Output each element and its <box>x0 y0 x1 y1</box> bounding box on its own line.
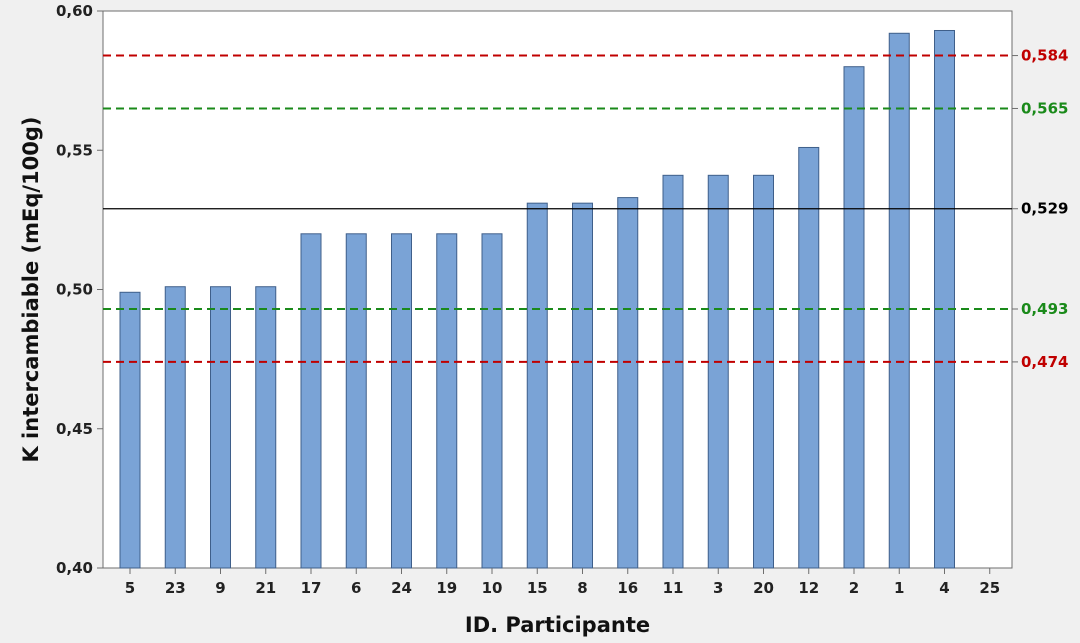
x-tick-label-23: 23 <box>165 579 186 597</box>
bar-3 <box>707 174 729 569</box>
bar-19 <box>436 233 458 569</box>
y-tick-label-0,50: 0,50 <box>56 281 93 299</box>
x-tick-label-10: 10 <box>482 579 503 597</box>
plot-area <box>102 10 1013 569</box>
bar-16 <box>617 197 639 569</box>
x-tick-label-5: 5 <box>125 579 135 597</box>
y-axis-title: K intercambiable (mEq/100g) <box>19 116 43 462</box>
bar-4 <box>934 29 955 569</box>
reference-label-0,474: 0,474 <box>1021 353 1068 371</box>
x-tick-label-25: 25 <box>979 579 1000 597</box>
reference-label-0,584: 0,584 <box>1021 47 1068 65</box>
bar-12 <box>798 146 820 569</box>
x-tick-label-17: 17 <box>301 579 322 597</box>
x-tick-label-15: 15 <box>527 579 548 597</box>
y-tick-label-0,40: 0,40 <box>56 559 93 577</box>
reference-label-0,493: 0,493 <box>1021 300 1068 318</box>
bar-8 <box>572 202 593 569</box>
bar-20 <box>753 174 774 569</box>
bar-6 <box>345 233 367 569</box>
reference-label-0,565: 0,565 <box>1021 99 1068 117</box>
y-tick-label-0,45: 0,45 <box>56 420 93 438</box>
x-tick-label-2: 2 <box>849 579 859 597</box>
bar-23 <box>164 286 186 569</box>
bar-10 <box>481 233 503 569</box>
x-tick-label-19: 19 <box>436 579 457 597</box>
x-tick-label-9: 9 <box>215 579 225 597</box>
bars-group <box>119 29 955 569</box>
bar-17 <box>300 233 322 569</box>
bar-24 <box>391 233 412 569</box>
x-axis: 5 23 9 21 17 6 24 19 10 15 8 16 11 3 20 12 2 1 4 25 <box>125 568 1000 597</box>
x-tick-label-20: 20 <box>753 579 774 597</box>
x-tick-label-24: 24 <box>391 579 412 597</box>
bar-15 <box>526 202 548 569</box>
reference-label-0,529: 0,529 <box>1021 200 1068 218</box>
x-tick-label-21: 21 <box>255 579 276 597</box>
x-tick-label-12: 12 <box>798 579 819 597</box>
x-tick-label-16: 16 <box>617 579 638 597</box>
bar-9 <box>210 286 231 569</box>
x-tick-label-6: 6 <box>351 579 361 597</box>
x-tick-label-3: 3 <box>713 579 723 597</box>
bar-1 <box>888 32 910 569</box>
bar-11 <box>662 174 684 569</box>
y-axis: 0,40 0,45 0,50 0,55 0,60 <box>56 2 103 577</box>
x-tick-label-11: 11 <box>663 579 684 597</box>
bar-21 <box>255 286 277 569</box>
x-tick-label-1: 1 <box>894 579 904 597</box>
y-tick-label-0,60: 0,60 <box>56 2 93 20</box>
reference-lines-group: 0,584 0,565 0,529 0,493 0,474 <box>103 47 1068 371</box>
bar-2 <box>843 66 865 569</box>
x-tick-label-4: 4 <box>939 579 949 597</box>
x-tick-label-8: 8 <box>577 579 587 597</box>
x-axis-title: ID. Participante <box>465 613 650 637</box>
y-tick-label-0,55: 0,55 <box>56 141 93 159</box>
bar-5 <box>119 291 141 569</box>
